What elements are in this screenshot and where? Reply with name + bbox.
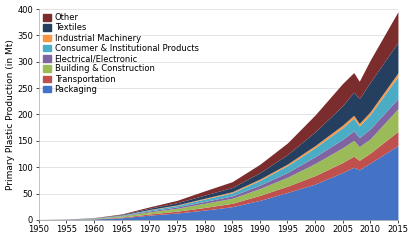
Y-axis label: Primary Plastic Production (in Mt): Primary Plastic Production (in Mt): [5, 39, 14, 190]
Legend: Other, Textiles, Industrial Machinery, Consumer & Institutional Products, Electr: Other, Textiles, Industrial Machinery, C…: [41, 12, 200, 96]
